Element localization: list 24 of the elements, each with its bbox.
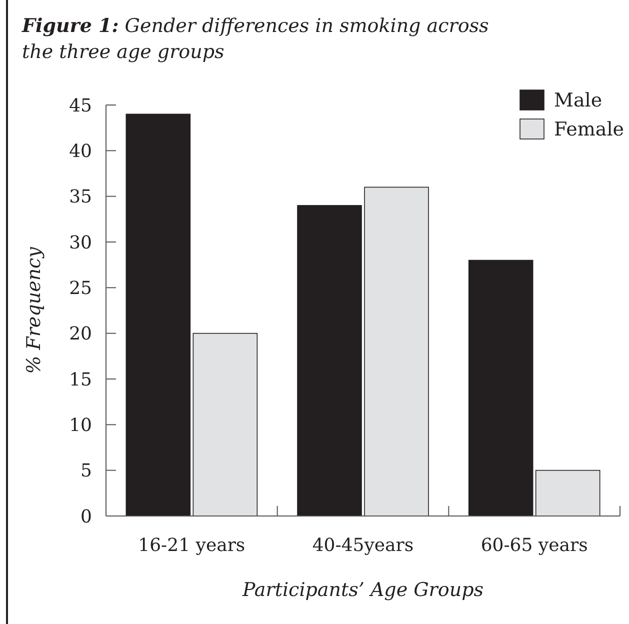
legend-label: Female xyxy=(554,118,624,141)
y-tick-label: 10 xyxy=(69,414,92,436)
y-tick-label: 45 xyxy=(69,95,92,116)
y-tick-label: 5 xyxy=(80,460,92,482)
x-tick-label: 16-21 years xyxy=(138,535,246,556)
y-tick-label: 40 xyxy=(69,140,92,162)
y-tick-label: 30 xyxy=(69,232,92,254)
y-tick-label: 0 xyxy=(80,506,92,528)
x-tick-label: 60-65 years xyxy=(480,535,588,556)
bar xyxy=(468,260,534,516)
x-axis-title: Participants’ Age Groups xyxy=(242,579,484,601)
bar xyxy=(535,470,600,516)
bar xyxy=(192,332,258,516)
y-tick-label: 15 xyxy=(69,369,92,390)
x-tick-label: 40-45years xyxy=(312,535,414,556)
chart-title: Figure 1: Gender differences in smoking across the three age groups xyxy=(21,15,490,63)
y-tick-label: 35 xyxy=(69,186,92,208)
bar xyxy=(126,114,191,516)
bar xyxy=(297,205,362,516)
bar xyxy=(364,186,429,516)
legend-label: Male xyxy=(554,90,602,112)
y-tick-label: 20 xyxy=(69,324,92,345)
y-axis-title: % Frequency xyxy=(23,246,45,374)
y-tick-label: 25 xyxy=(69,278,92,299)
